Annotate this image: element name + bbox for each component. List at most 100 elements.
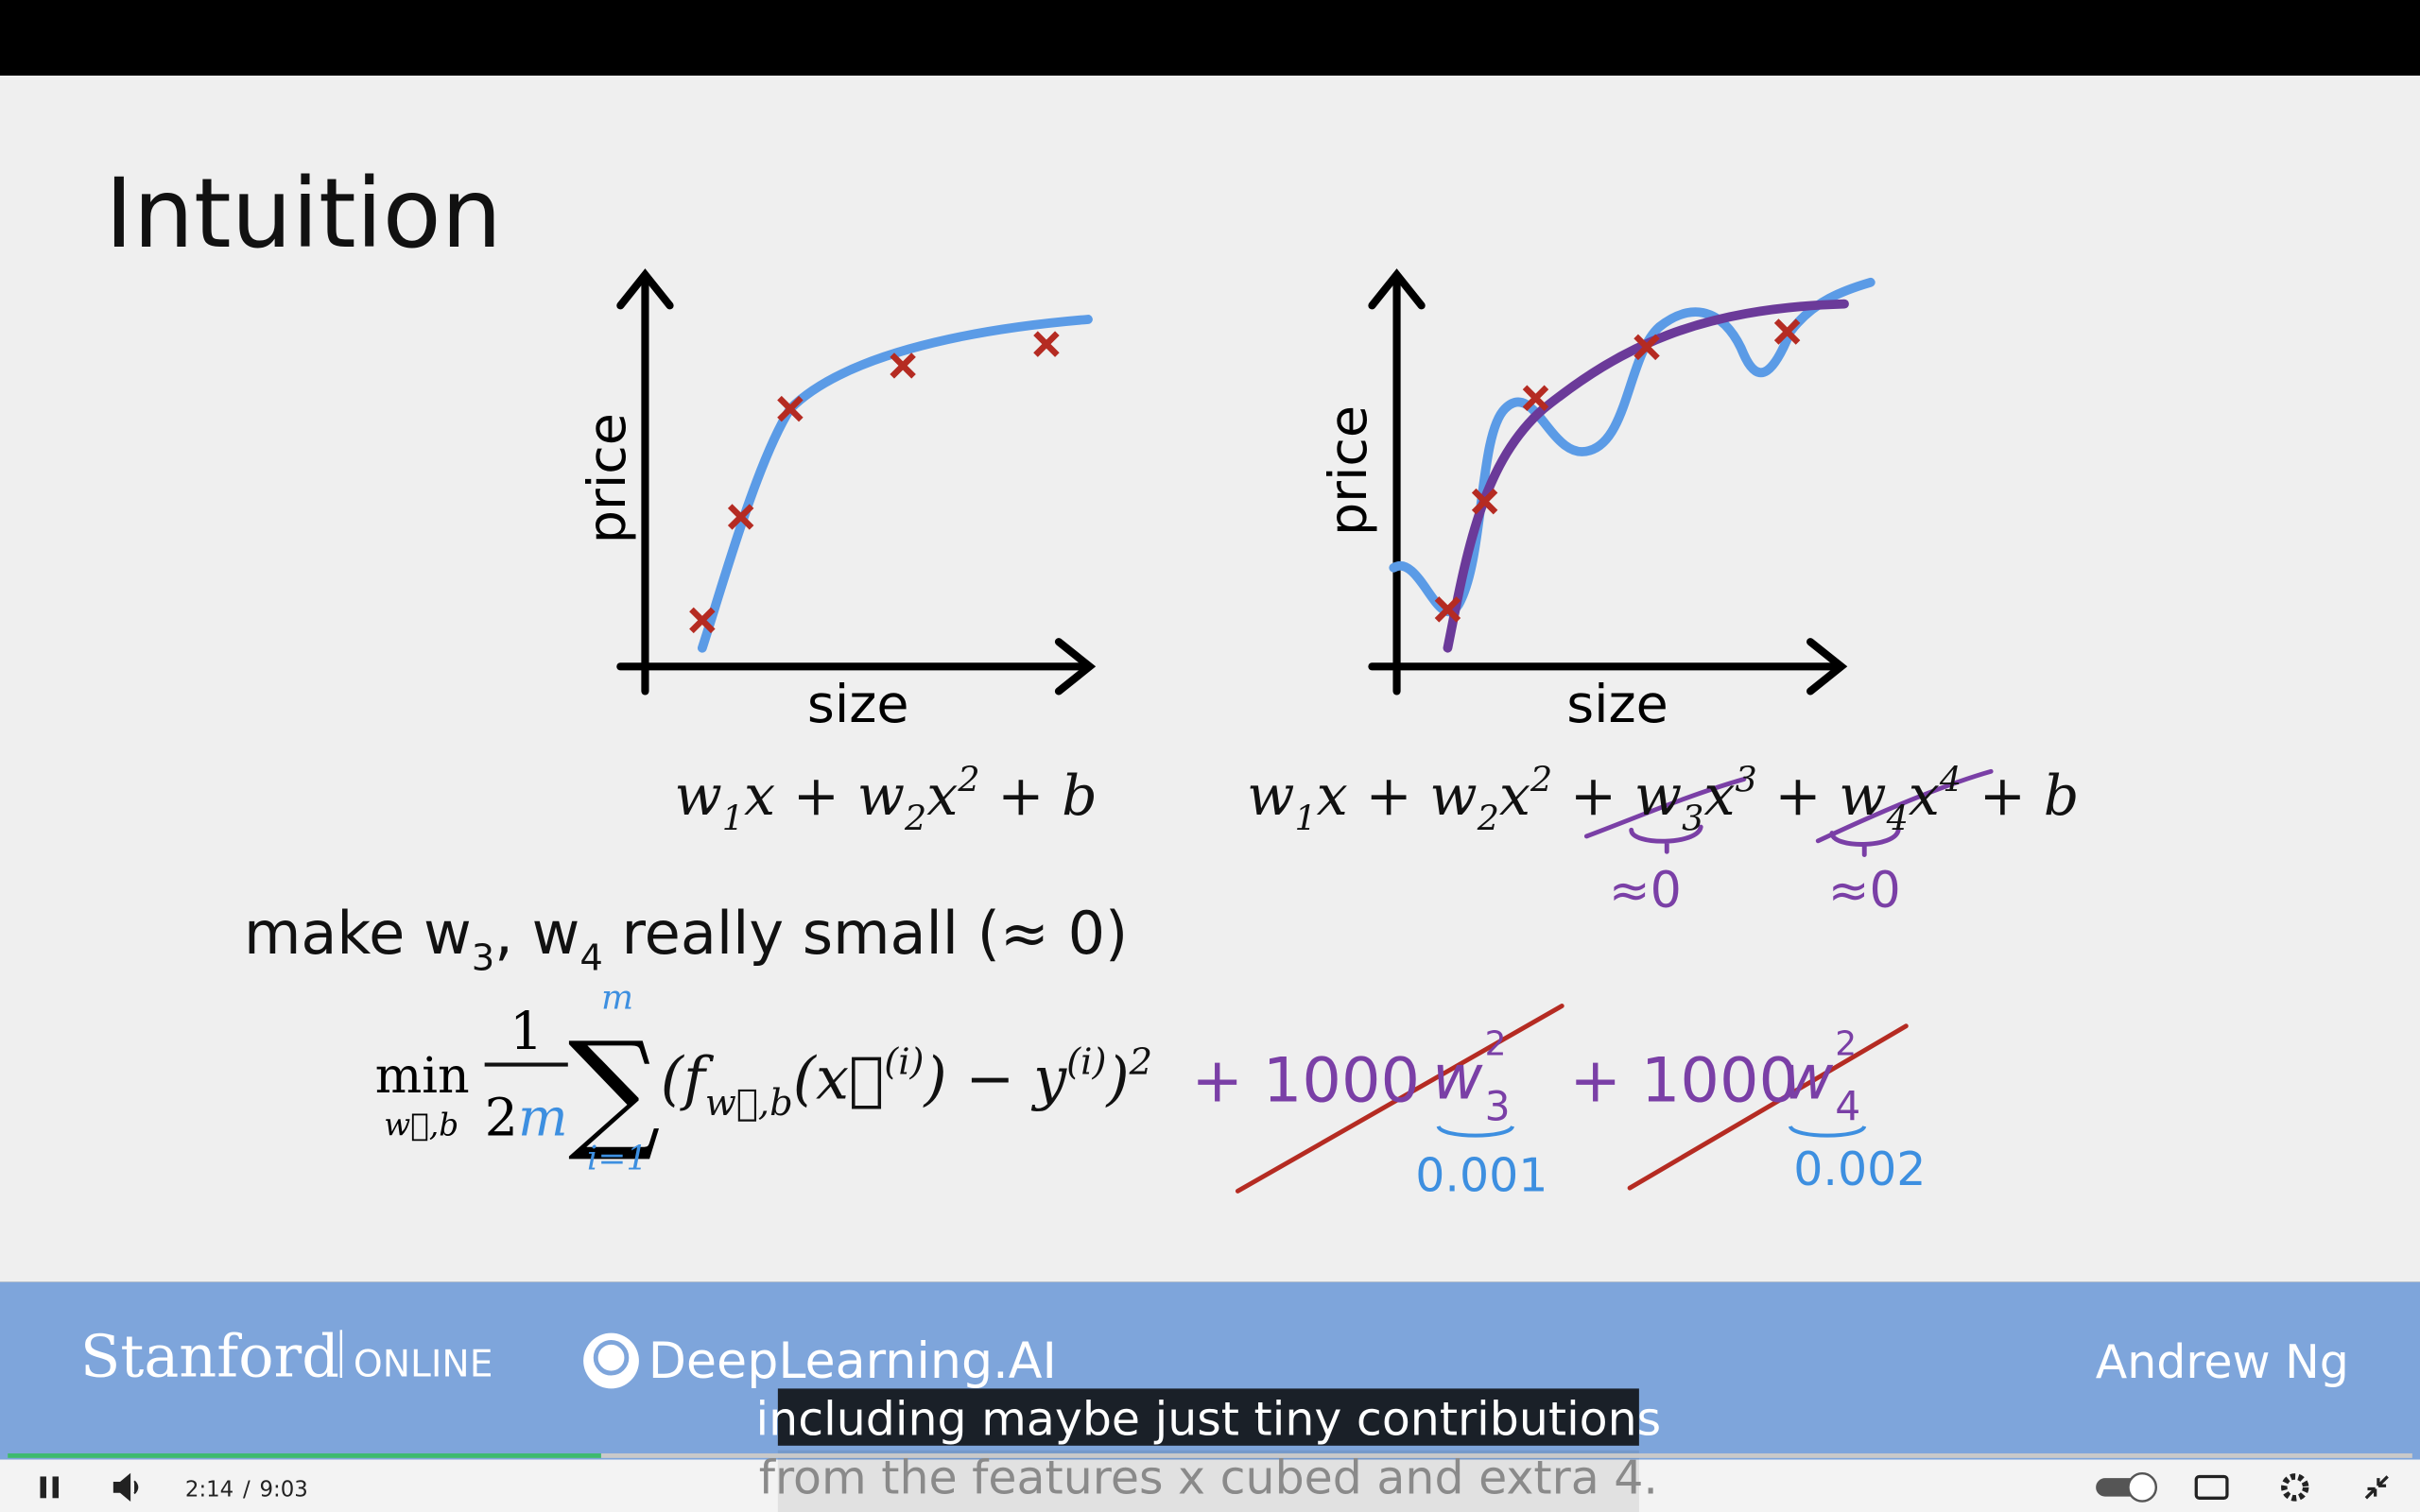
subscript: 3 [1682,798,1703,838]
sum-upper: m [601,979,633,1018]
subscript: 4 [579,936,602,979]
strike-marks [1583,768,1994,857]
captions-button[interactable] [2194,1474,2229,1500]
red-strikes [1235,1004,1909,1194]
cost-body: (fw⃗,b(x⃗(i)) − y(i))2 [661,1040,1152,1124]
x-axis-label: size [1566,674,1668,735]
supscript: 2 [1129,1040,1152,1083]
supscript: 4 [1939,759,1962,799]
fraction-denominator: 2m [485,1088,568,1149]
exit-fullscreen-button[interactable] [2364,1475,2389,1500]
term: + w [1552,763,1682,828]
y-axis-label: price [577,413,638,543]
subscript: 1 [722,798,744,838]
volume-button[interactable] [112,1472,139,1503]
cross [689,607,716,634]
variable: m [518,1088,568,1149]
cross [727,504,754,530]
subscript: w⃗,b [705,1082,793,1125]
stanford-logo: Stanford [80,1321,339,1390]
min-operator: min [375,1048,470,1105]
penalty-estimate: 0.001 [1415,1148,1547,1202]
penalty-weight: w [1783,1041,1834,1113]
supscript: (i) [884,1040,924,1083]
term: x [1703,763,1735,828]
blue-braces [1436,1125,1867,1138]
brand-logo: DeepLearning.AI [648,1333,1057,1390]
top-bar [0,0,2420,76]
cross [1522,385,1549,411]
sum-symbol: ∑ [568,1015,661,1165]
term: + w [1757,763,1887,828]
penalty-index: 4 [1835,1084,1860,1130]
term: (x⃗ [793,1043,884,1112]
cross [1434,596,1461,623]
term: x [1499,763,1530,828]
term: , [494,899,531,968]
penalty-weight: w [1432,1041,1483,1113]
term: w [1247,763,1294,828]
cross [1033,331,1060,357]
progress-played [8,1452,601,1458]
term: ) − y [923,1043,1068,1112]
term: x [926,763,958,828]
brand-icon-ring [593,1339,630,1376]
term: really small (≈ 0) [603,899,1128,968]
term: w [674,763,721,828]
digit: 2 [485,1088,518,1149]
cross [1634,334,1660,361]
term: ) [1104,1043,1129,1112]
slide-title: Intuition [105,158,502,269]
caption-box [777,1450,1639,1512]
term: make [244,899,424,968]
supscript: (i) [1066,1040,1106,1083]
caption-line: from the features x cubed and extra 4. [759,1451,1658,1504]
penalty-estimate: 0.002 [1793,1143,1926,1196]
slide [0,76,2420,1282]
cross [890,352,916,379]
subscript: 4 [1886,798,1909,838]
subscript: 3 [472,936,494,979]
penalty-term: + 1000 [1191,1045,1420,1117]
subscript: 1 [1294,798,1316,838]
fraction-numerator: 1 [510,1001,543,1062]
term: w [532,899,580,968]
min-subscript: w⃗,b [384,1108,458,1143]
supscript: 2 [957,759,979,799]
term: w [424,899,472,968]
subscript: 2 [1477,798,1499,838]
term: + b [980,763,1098,828]
approx-zero: ≈0 [1828,863,1901,919]
current-time: 2:14 [185,1478,233,1503]
cross [1773,318,1801,345]
autoplay-knob [2127,1471,2158,1503]
formula-right: w1x + w2x2 + w3x3 + w4x4 + b [1247,759,2079,838]
sum-lower: i=1 [587,1140,648,1178]
progress-track[interactable] [8,1452,2412,1458]
formula-left: w1x + w2x2 + b [674,759,1097,838]
control-bar [0,1459,2420,1512]
cross [1471,488,1498,515]
overfit-curve [1389,277,1876,617]
subscript: 2 [904,798,926,838]
term: x + w [1317,763,1478,828]
data-points [689,318,1801,634]
right-axes [1368,268,1848,696]
instruction: make w3, w4 really small (≈ 0) [244,899,1128,979]
x-axis-label: size [807,674,909,735]
penalty-power: 2 [1485,1025,1507,1064]
y-axis-label: price [1318,405,1379,536]
time-display: 2:14 / 9:03 [185,1478,308,1503]
online-logo: ONLINE [354,1343,493,1385]
term: + b [1962,763,2079,828]
term: x + w [744,763,905,828]
supscript: 3 [1736,759,1757,799]
settings-button[interactable] [2281,1473,2309,1502]
caption-box [777,1388,1639,1446]
pause-button[interactable] [40,1476,60,1499]
duration: 9:03 [260,1478,308,1503]
cross [777,395,804,422]
term: x [1909,763,1940,828]
